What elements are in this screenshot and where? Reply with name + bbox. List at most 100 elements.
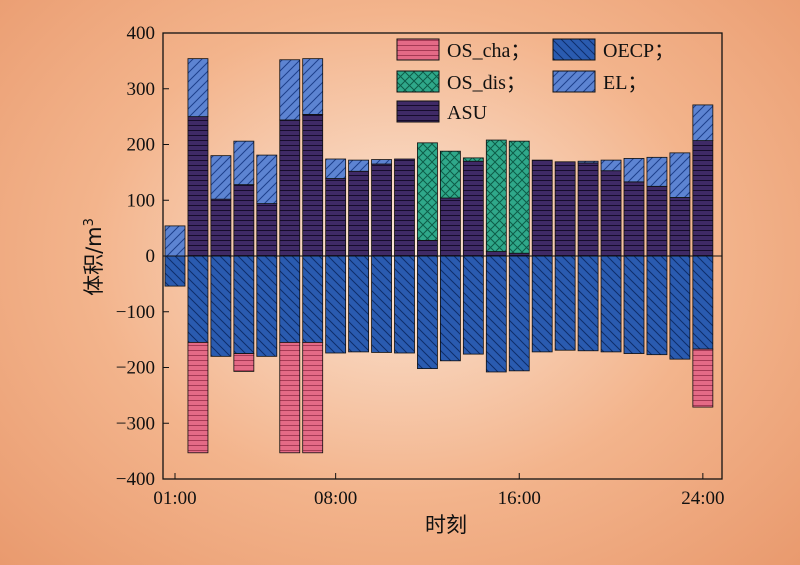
y-tick-label: −300 — [116, 413, 155, 434]
bar-oecp-h16 — [508, 255, 530, 372]
legend: OS_cha； OECP； OS_dis； EL； ASU — [396, 38, 674, 124]
bar-el-h6 — [279, 59, 301, 121]
bar-oecp-h19 — [577, 255, 599, 352]
bar-os-dis-h15 — [485, 139, 507, 252]
y-tick-label: 300 — [127, 79, 156, 100]
bar-asu-h21 — [623, 181, 645, 257]
bar-oecp-h23 — [669, 255, 691, 360]
bar-el-h19 — [577, 160, 599, 164]
bar-oecp-h6 — [279, 255, 301, 343]
bar-asu-h6 — [279, 119, 301, 257]
y-tick-label: −400 — [116, 469, 155, 490]
bar-oecp-h13 — [439, 255, 461, 362]
bar-el-h22 — [646, 156, 668, 187]
legend-label-os-cha: OS_cha； — [447, 40, 530, 62]
bar-el-h7 — [302, 58, 324, 115]
bar-asu-h9 — [348, 170, 370, 257]
bar-el-h2 — [187, 58, 209, 118]
y-axis-title-superscript: 3 — [82, 218, 97, 226]
bar-asu-h19 — [577, 162, 599, 257]
bar-asu-h13 — [439, 197, 461, 257]
bar-oecp-h17 — [531, 255, 553, 353]
legend-swatch-os-cha — [396, 38, 440, 61]
bar-el-h8 — [325, 158, 347, 179]
bar-oecp-h3 — [210, 255, 232, 357]
y-tick-label: 100 — [127, 190, 156, 211]
bar-asu-h2 — [187, 116, 209, 257]
y-axis-title: 体积/m3 — [82, 218, 106, 296]
bar-asu-h24 — [692, 140, 714, 257]
bar-asu-h14 — [462, 160, 484, 257]
bar-oecp-h4 — [233, 255, 255, 354]
bar-el-h20 — [600, 159, 622, 172]
bar-asu-h8 — [325, 178, 347, 257]
bar-asu-h5 — [256, 203, 278, 257]
bar-oecp-h22 — [646, 255, 668, 356]
bar-asu-h15 — [485, 251, 507, 257]
bar-os-cha-h4 — [233, 353, 255, 372]
bar-os-dis-h12 — [417, 142, 438, 241]
bar-asu-h7 — [302, 113, 324, 257]
bar-asu-h10 — [371, 163, 392, 257]
x-axis-title: 时刻 — [425, 513, 467, 537]
y-tick-label: −200 — [116, 358, 155, 379]
y-tick-label: 400 — [127, 23, 156, 44]
bar-el-h21 — [623, 158, 645, 183]
bar-el-h24 — [692, 104, 714, 141]
x-tick-label: 08:00 — [314, 488, 357, 509]
legend-label-oecp: OECP； — [603, 40, 674, 62]
bar-asu-h18 — [554, 161, 576, 257]
bar-os-cha-h6 — [279, 342, 301, 454]
bar-el-h9 — [348, 159, 370, 172]
bar-asu-h3 — [210, 198, 232, 257]
bar-el-h23 — [669, 152, 691, 198]
bar-oecp-h14 — [462, 255, 484, 355]
legend-swatch-os-dis — [396, 70, 440, 93]
x-axis-ticks: 01:00 08:00 16:00 24:00 — [153, 473, 724, 509]
legend-swatch-el — [552, 70, 596, 93]
bar-asu-h4 — [233, 184, 255, 257]
bar-oecp-h10 — [371, 255, 392, 353]
legend-label-os-dis: OS_dis； — [447, 72, 526, 94]
bar-oecp-h20 — [600, 255, 622, 353]
x-tick-label: 16:00 — [498, 488, 541, 509]
y-axis-ticks: −400 −300 −200 −100 0 100 200 300 400 — [116, 23, 169, 490]
bar-oecp-h2 — [187, 255, 209, 343]
bar-oecp-h18 — [554, 255, 576, 351]
y-tick-label: 200 — [127, 135, 156, 156]
bar-oecp-h5 — [256, 255, 278, 357]
bar-el-h5 — [256, 154, 278, 204]
bar-oecp-h12 — [417, 255, 438, 370]
bar-asu-h20 — [600, 170, 622, 257]
bar-os-cha-h2 — [187, 342, 209, 454]
legend-swatch-asu — [396, 100, 440, 123]
bar-os-cha-h7 — [302, 342, 324, 454]
legend-swatch-oecp — [552, 38, 596, 61]
bar-os-dis-h16 — [508, 140, 530, 254]
bar-asu-h17 — [531, 159, 553, 257]
legend-label-asu: ASU — [447, 102, 488, 124]
bar-oecp-h8 — [325, 255, 347, 354]
bar-oecp-h21 — [623, 255, 645, 354]
x-tick-label: 01:00 — [153, 488, 196, 509]
bar-el-h1 — [164, 225, 186, 257]
bar-os-cha-h24 — [692, 348, 714, 408]
bar-asu-h11 — [394, 158, 415, 257]
bar-asu-h22 — [646, 185, 668, 257]
y-tick-label: −100 — [116, 302, 155, 323]
bar-asu-h12 — [417, 239, 438, 257]
legend-label-el: EL； — [603, 72, 647, 94]
bar-oecp-h9 — [348, 255, 370, 353]
bar-oecp-h15 — [485, 255, 507, 373]
x-tick-label: 24:00 — [681, 488, 724, 509]
bars — [164, 58, 714, 454]
bar-os-dis-h13 — [439, 150, 461, 199]
bar-os-dis-h14 — [462, 157, 484, 162]
bar-oecp-h1 — [164, 255, 186, 287]
bar-el-h4 — [233, 140, 255, 186]
bar-asu-h23 — [669, 197, 691, 257]
bar-el-h3 — [210, 155, 232, 200]
bar-oecp-h11 — [394, 255, 415, 354]
bar-el-h10 — [371, 159, 392, 165]
